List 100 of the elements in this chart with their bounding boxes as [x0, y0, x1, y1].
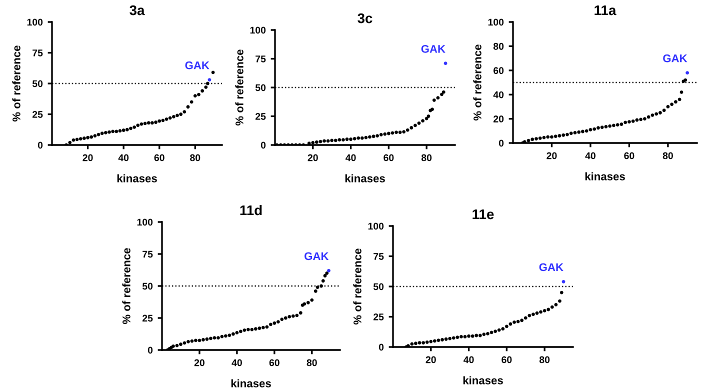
y-axis-title: % of reference: [122, 248, 130, 324]
point: [566, 132, 569, 136]
point: [284, 316, 288, 320]
y-tick-label: 75: [374, 253, 384, 260]
point: [179, 112, 183, 116]
point: [330, 138, 334, 142]
point: [654, 112, 658, 116]
point: [114, 130, 118, 134]
point: [376, 134, 380, 138]
point: [322, 139, 326, 143]
point: [280, 318, 284, 321]
point: [470, 334, 474, 338]
x-tick-label: 80: [306, 359, 317, 366]
point: [100, 132, 104, 136]
point: [132, 125, 136, 129]
point: [104, 131, 108, 134]
point: [193, 94, 197, 98]
point: [194, 338, 198, 342]
point: [686, 71, 690, 75]
y-tick-label: 20: [493, 116, 504, 122]
point: [232, 332, 235, 336]
series-label: GAK: [421, 44, 446, 53]
point: [268, 322, 272, 326]
point: [334, 138, 338, 142]
point: [474, 334, 478, 338]
point: [238, 330, 242, 334]
point: [129, 126, 132, 130]
x-tick-label: 60: [384, 154, 394, 162]
x-tick-label: 20: [82, 154, 93, 162]
point: [265, 325, 269, 329]
x-axis-title: kinases: [585, 172, 625, 180]
y-tick-label: 80: [493, 42, 504, 50]
point: [122, 128, 126, 132]
point: [520, 318, 524, 322]
point: [276, 320, 280, 324]
x-axis-title: kinases: [345, 174, 385, 182]
point: [440, 338, 444, 342]
point: [539, 310, 542, 314]
point: [125, 128, 129, 132]
point: [550, 305, 554, 309]
point: [512, 320, 516, 324]
series-label: GAK: [185, 61, 210, 70]
chart-title: 3a: [130, 5, 145, 16]
point: [118, 129, 122, 133]
point: [624, 120, 628, 124]
point: [352, 136, 356, 140]
point: [206, 82, 210, 86]
point: [146, 121, 150, 125]
point: [444, 62, 448, 66]
point: [535, 311, 539, 315]
point: [298, 311, 302, 315]
point: [235, 331, 239, 334]
y-tick-label: 75: [32, 50, 43, 56]
x-axis-title: kinases: [117, 174, 157, 182]
point: [311, 141, 315, 144]
point: [620, 122, 624, 126]
point: [542, 309, 546, 312]
point: [172, 115, 176, 118]
point: [460, 335, 463, 338]
y-tick-label: 50: [32, 80, 43, 88]
point: [182, 110, 186, 114]
point: [379, 132, 383, 136]
x-tick-label: 20: [194, 359, 204, 366]
x-tick-label: 80: [421, 154, 432, 162]
x-tick-label: 40: [232, 359, 242, 366]
point: [546, 308, 550, 312]
point: [562, 280, 566, 284]
point: [82, 136, 86, 140]
x-tick-label: 20: [308, 154, 318, 162]
chart-title: 11a: [594, 6, 616, 16]
y-tick-label: 100: [250, 26, 266, 34]
point: [179, 342, 182, 346]
point: [486, 332, 490, 336]
y-tick-label: 100: [488, 18, 504, 26]
point: [650, 113, 654, 117]
y-tick-label: 25: [255, 112, 266, 120]
point: [212, 336, 216, 340]
y-axis-title: % of reference: [353, 248, 362, 325]
point: [417, 121, 421, 125]
point: [204, 85, 208, 89]
y-tick-label: 50: [142, 282, 153, 290]
point: [258, 326, 262, 330]
point: [202, 338, 205, 342]
point: [516, 320, 520, 324]
point: [616, 123, 620, 127]
point: [295, 314, 299, 318]
y-tick-label: 75: [256, 56, 266, 62]
y-tick-label: 25: [32, 110, 43, 118]
point: [429, 340, 433, 344]
point: [478, 334, 482, 338]
point: [577, 130, 581, 134]
x-tick-label: 60: [624, 152, 634, 160]
point: [325, 272, 329, 275]
point: [211, 70, 215, 74]
point: [504, 324, 508, 328]
point: [448, 336, 452, 340]
point: [402, 130, 406, 134]
point: [310, 298, 314, 302]
point: [573, 131, 577, 134]
chart-title: 3c: [358, 13, 372, 24]
